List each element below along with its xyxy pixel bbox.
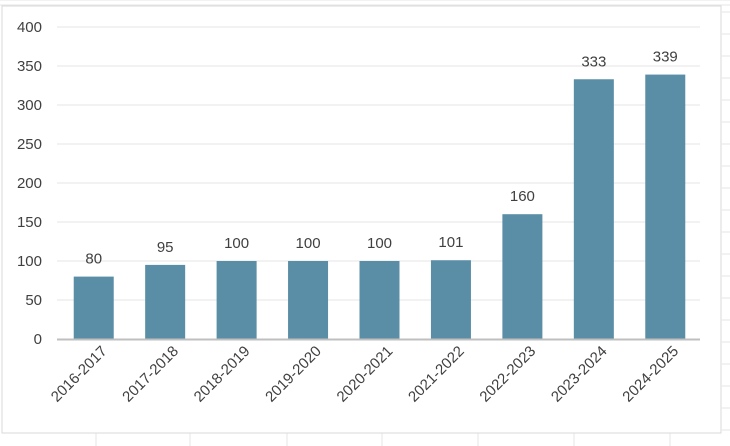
bar <box>430 260 471 339</box>
y-tick-label: 50 <box>25 292 42 309</box>
y-tick-label: 100 <box>17 253 42 270</box>
y-tick-label: 400 <box>17 19 42 36</box>
bar <box>502 214 543 339</box>
data-label: 160 <box>510 188 535 205</box>
data-label: 101 <box>438 234 463 251</box>
y-tick-label: 300 <box>17 97 42 114</box>
y-tick-label: 0 <box>34 331 42 348</box>
y-tick-label: 350 <box>17 58 42 75</box>
y-axis-ticks: 0 50 100 150 200 250 300 350 400 <box>17 19 42 348</box>
bars <box>73 74 686 339</box>
data-label: 333 <box>581 53 606 70</box>
bar <box>216 261 257 339</box>
bar <box>73 276 114 339</box>
data-label: 95 <box>157 239 174 256</box>
bar <box>645 74 686 339</box>
data-labels: 80 95 100 100 100 101 160 333 339 <box>85 49 677 268</box>
data-label: 339 <box>653 49 678 66</box>
bar <box>288 261 329 339</box>
bar <box>573 79 614 339</box>
y-tick-label: 250 <box>17 136 42 153</box>
y-tick-label: 150 <box>17 214 42 231</box>
data-label: 100 <box>296 235 321 252</box>
y-tick-label: 200 <box>17 175 42 192</box>
bar <box>145 264 186 339</box>
data-label: 80 <box>85 251 102 268</box>
data-label: 100 <box>367 235 392 252</box>
data-label: 100 <box>224 235 249 252</box>
bar <box>359 261 400 339</box>
